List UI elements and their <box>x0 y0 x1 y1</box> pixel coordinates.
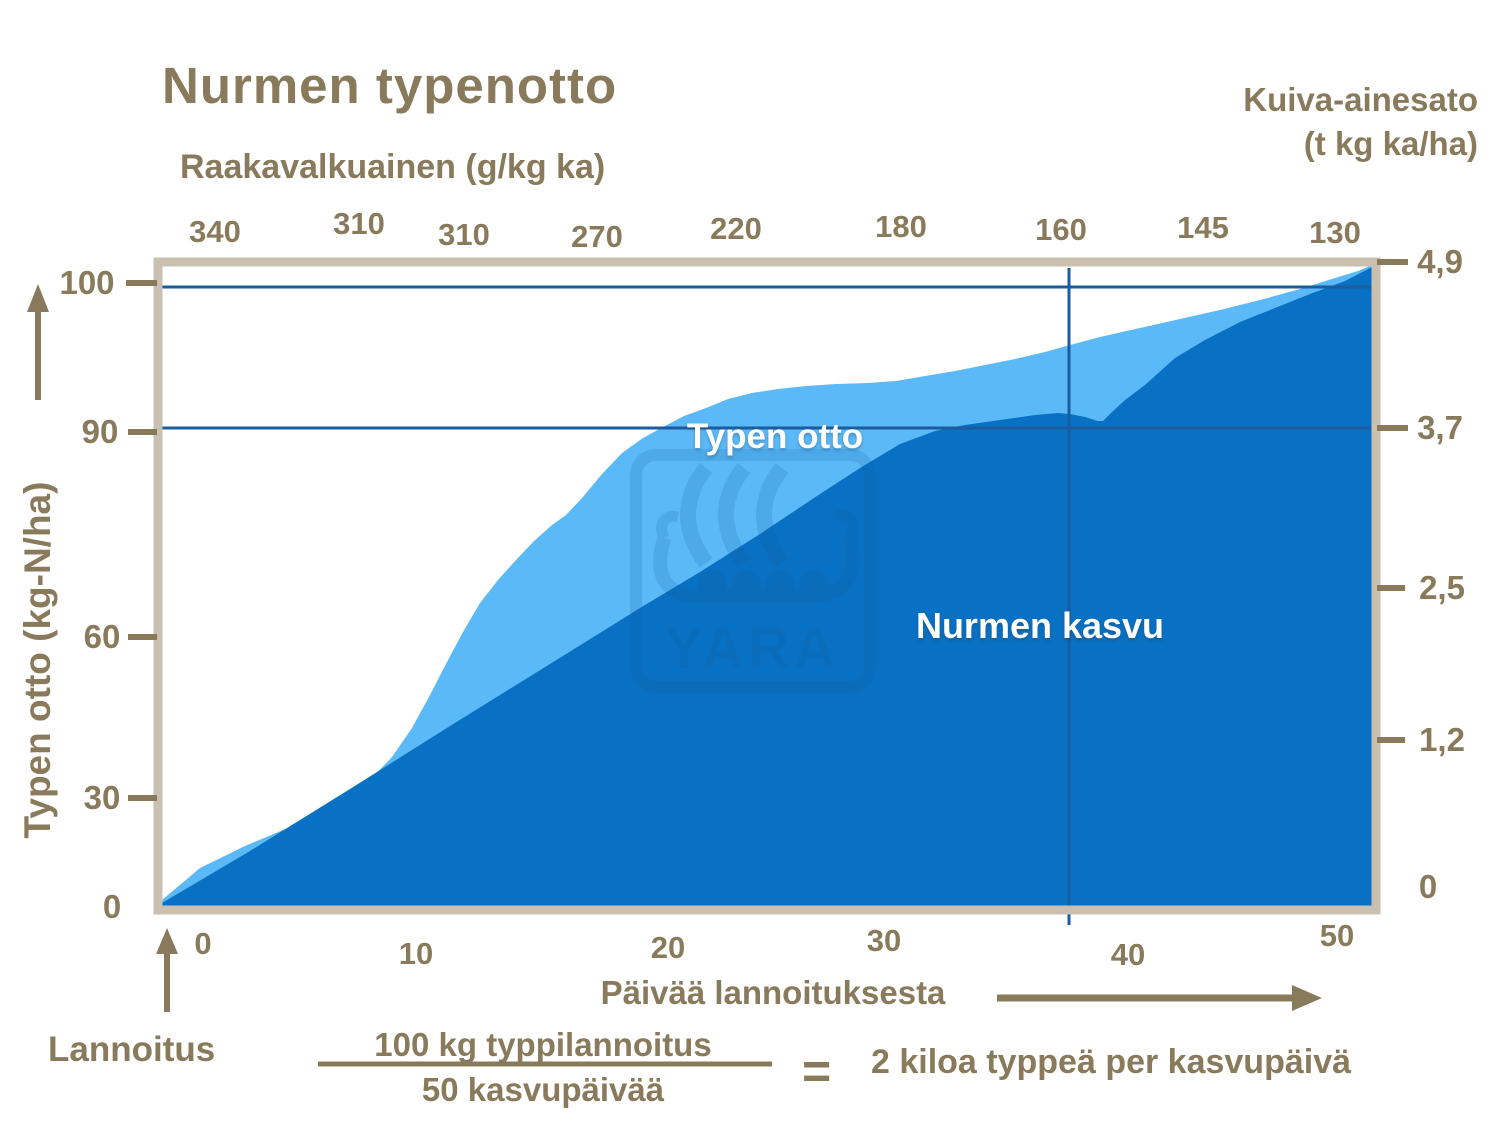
top-axis-tick: 130 <box>1309 215 1361 250</box>
left-tick-marks <box>126 280 157 801</box>
right-tick-marks <box>1377 259 1408 743</box>
bottom-axis-tick: 50 <box>1319 918 1355 953</box>
bottom-axis-tick: 30 <box>866 923 902 958</box>
bottom-axis-tick: 40 <box>1110 937 1146 972</box>
bottom-axis-tick: 10 <box>398 936 434 971</box>
y-axis-arrow <box>27 284 49 400</box>
bottom-axis-tick: 20 <box>650 930 686 965</box>
top-axis-tick: 160 <box>1035 212 1087 247</box>
plot-border <box>153 257 1381 915</box>
uptake-series-label: Typen otto <box>686 417 864 456</box>
lannoitus-label: Lannoitus <box>48 1030 216 1069</box>
right-axis-title: Kuiva-ainesato (t kg ka/ha) <box>1243 78 1478 166</box>
right-axis-tick: 3,7 <box>1417 409 1463 446</box>
right-axis-title-line2: (t kg ka/ha) <box>1303 125 1478 162</box>
watermark-text: YARA <box>664 616 839 681</box>
top-axis-tick: 310 <box>438 217 490 252</box>
left-axis-tick: 90 <box>81 413 119 450</box>
right-axis-title-line1: Kuiva-ainesato <box>1243 81 1478 118</box>
left-axis-tick: 60 <box>83 618 121 655</box>
left-axis-title: Typen otto (kg-N/ha) <box>17 481 58 839</box>
left-axis-tick: 100 <box>59 264 115 301</box>
top-axis-tick: 310 <box>333 206 385 241</box>
right-axis-tick: 2,5 <box>1419 569 1465 606</box>
yara-watermark: YARA <box>630 449 876 693</box>
top-axis-tick: 220 <box>710 211 762 246</box>
bottom-axis-tick: 0 <box>194 926 212 961</box>
lannoitus-arrow <box>156 928 178 1012</box>
right-axis-tick: 1,2 <box>1419 721 1465 758</box>
right-axis-tick: 0 <box>1418 868 1438 905</box>
equals-sign: = <box>802 1043 832 1099</box>
left-axis-tick: 0 <box>102 888 122 925</box>
top-axis-tick: 180 <box>875 209 927 244</box>
chart-title: Nurmen typenotto <box>162 57 618 114</box>
left-axis-tick: 30 <box>83 779 121 816</box>
right-axis-tick: 4,9 <box>1417 243 1463 280</box>
top-axis-title: Raakavalkuainen (g/kg ka) <box>180 148 606 186</box>
x-axis-arrow <box>997 985 1322 1011</box>
x-axis-title: Päivää lannoituksesta <box>600 974 946 1011</box>
top-axis-tick: 340 <box>189 214 241 249</box>
result-text: 2 kiloa typpeä per kasvupäivä <box>871 1043 1352 1081</box>
fraction-denominator: 50 kasvupäivää <box>421 1071 665 1108</box>
top-axis-tick: 145 <box>1177 210 1229 245</box>
growth-series-label: Nurmen kasvu <box>915 605 1165 646</box>
fraction-numerator: 100 kg typpilannoitus <box>374 1026 712 1063</box>
top-axis-tick: 270 <box>571 219 623 254</box>
